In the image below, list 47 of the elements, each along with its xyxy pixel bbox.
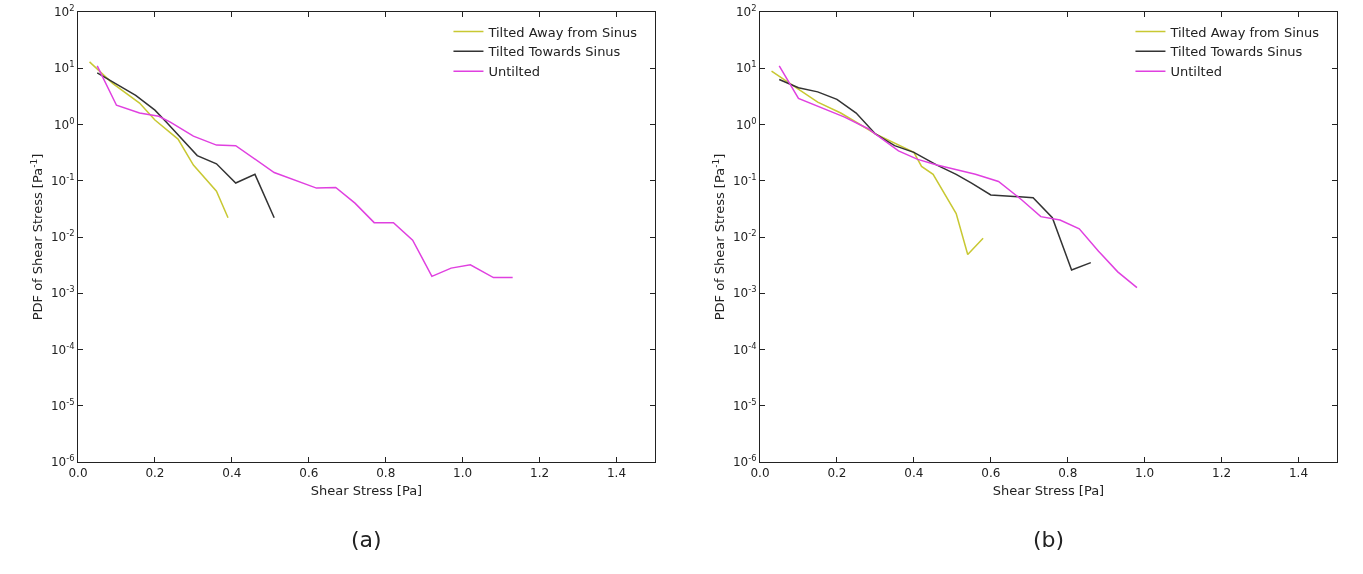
y-tick-label: 10$^{1}$ (735, 59, 757, 76)
legend-label: Tilted Away from Sinus (487, 24, 638, 40)
y-tick-label: 10$^{2}$ (735, 3, 757, 20)
line-series (96, 72, 275, 219)
x-tick-label: 0.2 (827, 466, 847, 481)
y-tick-label: 10$^{-1}$ (732, 171, 757, 188)
line-series (778, 78, 1092, 271)
y-tick-label: 10$^{2}$ (53, 3, 75, 20)
y-tick-label: 10$^{0}$ (53, 115, 75, 132)
x-tick-label: 0.8 (1058, 466, 1078, 481)
x-axis-title: Shear Stress [Pa] (992, 483, 1105, 498)
y-tick-label: 10$^{1}$ (53, 59, 75, 76)
line-series (88, 61, 229, 219)
x-tick-label: 0.4 (904, 466, 924, 481)
line-series (778, 65, 1138, 289)
x-tick-label: 0.6 (299, 466, 319, 481)
y-tick-label: 10$^{-5}$ (732, 396, 757, 413)
y-tick-label: 10$^{-3}$ (732, 284, 757, 301)
x-tick-label: 0.4 (222, 466, 242, 481)
y-tick-label: 10$^{-5}$ (50, 396, 75, 413)
y-tick-label: 10$^{-4}$ (732, 340, 757, 357)
y-tick-label: 10$^{-3}$ (50, 284, 75, 301)
line-series (770, 70, 984, 256)
x-tick-label: 0.0 (750, 466, 770, 481)
legend-label: Untilted (488, 64, 540, 80)
y-tick-label: 10$^{-2}$ (50, 228, 75, 245)
legend-label: Tilted Towards Sinus (1169, 44, 1303, 60)
legend-label: Tilted Away from Sinus (1169, 24, 1320, 40)
x-tick-label: 1.2 (530, 466, 550, 481)
text: (a) (351, 527, 382, 552)
y-tick-label: 10$^{-1}$ (50, 171, 75, 188)
x-tick-label: 1.4 (1288, 466, 1309, 481)
x-axis-title: Shear Stress [Pa] (310, 483, 423, 498)
x-tick-label: 0.6 (981, 466, 1001, 481)
legend-label: Tilted Towards Sinus (487, 44, 621, 60)
x-tick-label: 1.2 (1212, 466, 1232, 481)
x-tick-label: 0.2 (145, 466, 165, 481)
text: (b) (1033, 527, 1065, 552)
legend-label: Untilted (1170, 64, 1222, 80)
y-tick-label: 10$^{0}$ (735, 115, 757, 132)
x-tick-label: 1.0 (453, 466, 473, 481)
y-tick-label: 10$^{-4}$ (50, 340, 75, 357)
x-tick-label: 1.4 (606, 466, 627, 481)
x-tick-label: 1.0 (1135, 466, 1155, 481)
y-tick-label: 10$^{-2}$ (732, 228, 757, 245)
x-tick-label: 0.8 (376, 466, 396, 481)
x-tick-label: 0.0 (68, 466, 88, 481)
